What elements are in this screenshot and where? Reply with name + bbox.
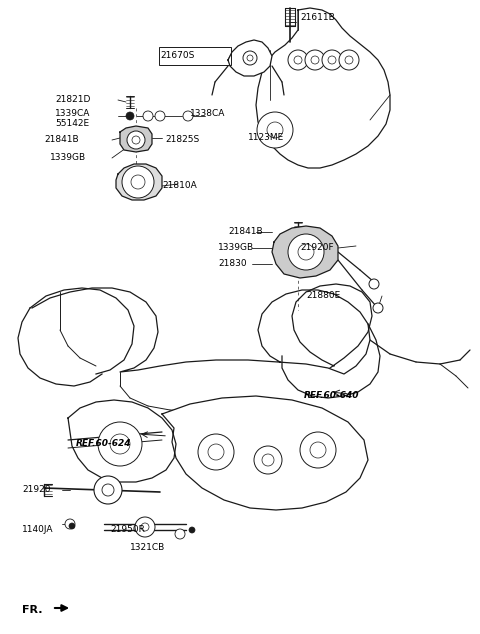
Circle shape [328,56,336,64]
Circle shape [208,444,224,460]
Circle shape [243,51,257,65]
Circle shape [69,523,75,529]
Circle shape [135,517,155,537]
Circle shape [311,56,319,64]
Circle shape [288,50,308,70]
Circle shape [257,112,293,148]
Text: 21830: 21830 [218,259,247,269]
Circle shape [65,519,75,529]
Circle shape [369,279,379,289]
Polygon shape [272,226,338,278]
Text: 21841B: 21841B [44,136,79,145]
Circle shape [131,175,145,189]
Circle shape [322,50,342,70]
Circle shape [127,131,145,149]
Text: REF.60-624: REF.60-624 [76,439,132,448]
Text: 21611B: 21611B [300,13,335,22]
Circle shape [175,529,185,539]
Text: 1339GB: 1339GB [218,243,254,252]
Polygon shape [162,396,368,510]
Text: 1123ME: 1123ME [248,134,284,143]
Circle shape [310,442,326,458]
Circle shape [262,454,274,466]
Polygon shape [228,40,272,76]
Circle shape [294,56,302,64]
Circle shape [183,111,193,121]
Circle shape [288,234,324,270]
Text: 21810A: 21810A [162,181,197,190]
Text: 55142E: 55142E [55,119,89,129]
Polygon shape [256,8,390,168]
Text: FR.: FR. [22,605,43,615]
Text: 1140JA: 1140JA [22,526,53,534]
Polygon shape [120,126,152,152]
Circle shape [373,303,383,313]
Circle shape [155,111,165,121]
Circle shape [345,56,353,64]
Circle shape [122,166,154,198]
Text: 21950R: 21950R [110,526,145,534]
Polygon shape [68,400,176,482]
Circle shape [141,523,149,531]
Text: 21920: 21920 [22,486,50,495]
Circle shape [300,432,336,468]
Circle shape [267,122,283,138]
Circle shape [339,50,359,70]
Circle shape [132,136,140,144]
Circle shape [143,111,153,121]
Text: 21920F: 21920F [300,243,334,252]
Circle shape [247,55,253,61]
Circle shape [298,244,314,260]
Text: 1321CB: 1321CB [130,543,165,552]
Text: 21670S: 21670S [160,51,194,60]
Text: 21841B: 21841B [228,228,263,236]
Text: 21880E: 21880E [306,292,340,301]
Text: 1338CA: 1338CA [190,110,226,119]
Circle shape [189,527,195,533]
Circle shape [94,476,122,504]
Circle shape [198,434,234,470]
Text: 1339CA: 1339CA [55,110,90,119]
Circle shape [305,50,325,70]
Polygon shape [116,164,162,200]
Circle shape [126,112,134,120]
Text: REF.60-640: REF.60-640 [304,392,360,401]
Circle shape [110,434,130,454]
Text: 1339GB: 1339GB [50,153,86,162]
Text: 21821D: 21821D [55,96,90,105]
Circle shape [254,446,282,474]
Circle shape [98,422,142,466]
Circle shape [102,484,114,496]
Text: 21825S: 21825S [165,136,199,145]
